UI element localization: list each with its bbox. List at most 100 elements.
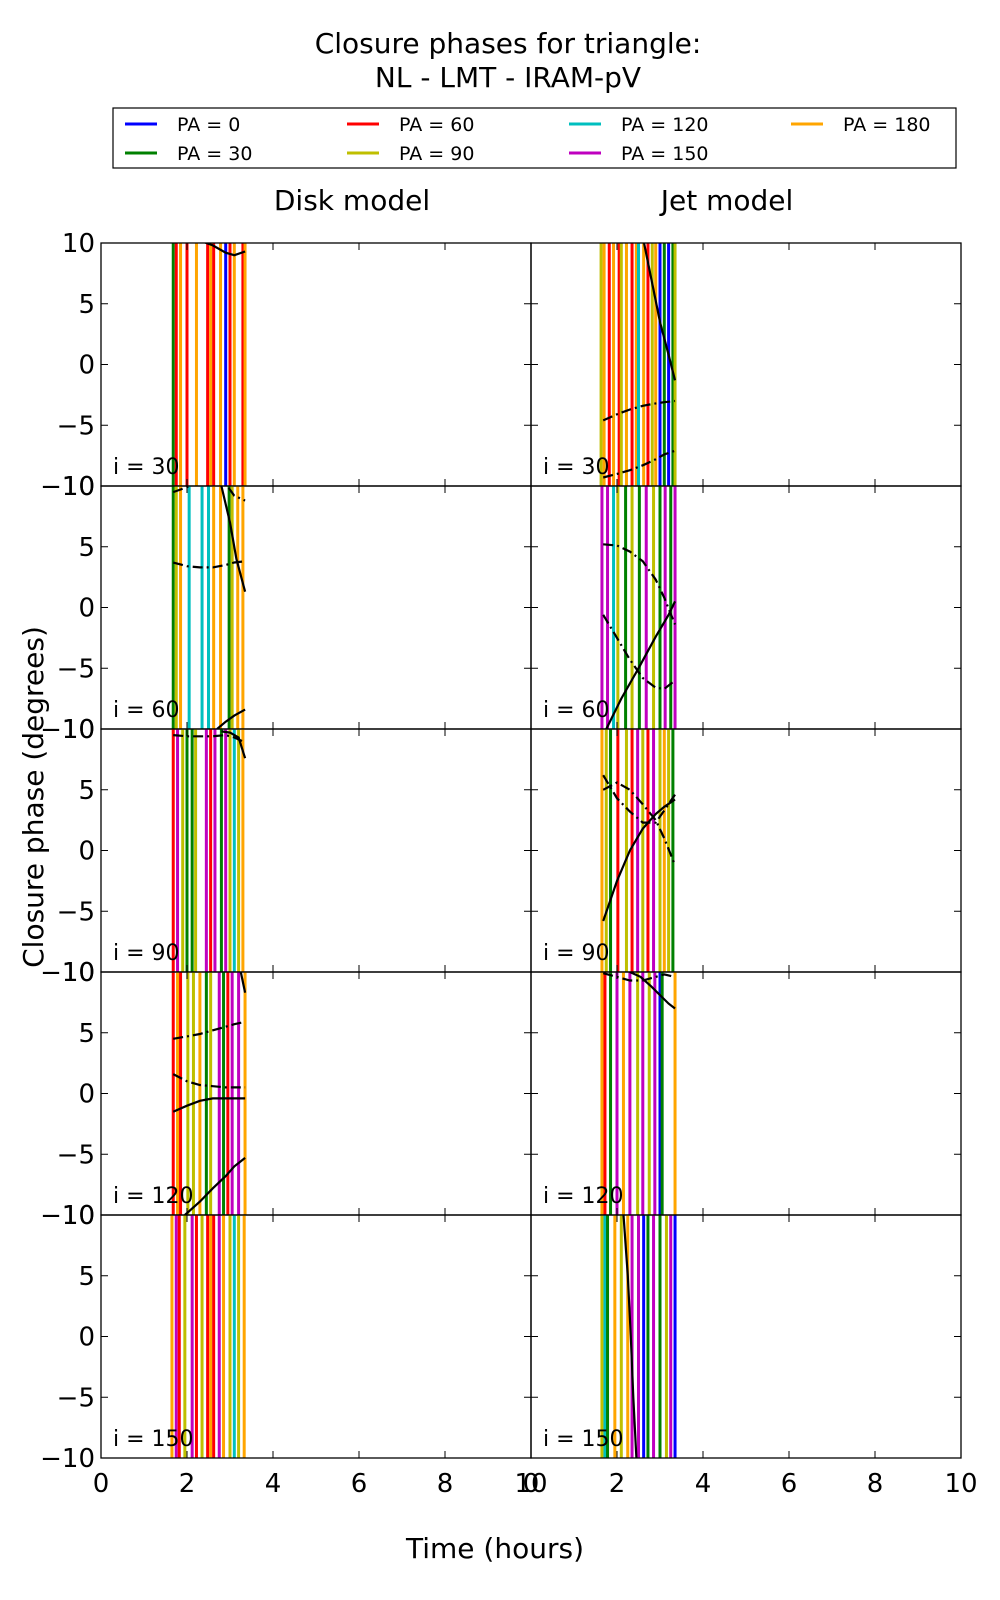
y-tick-label: −10 [40,715,95,745]
inclination-label: i = 150 [113,1427,194,1452]
closure-phase-curve [172,560,246,569]
closure-phase-curve [602,774,676,824]
axes-frame [100,971,532,1216]
inclination-label: i = 150 [543,1427,624,1452]
inclination-label: i = 90 [543,941,610,966]
legend: PA = 0 PA = 30 PA = 60 PA = 90 PA = 120 PA = … [112,107,957,169]
y-tick-label: 0 [78,1080,95,1110]
closure-phase-curve [173,733,246,744]
closure-phase-curve [605,600,676,729]
figure-title-line2: NL - LMT - IRAM-pV [375,61,641,94]
y-tick-label: −10 [40,1201,95,1231]
panel-jet-row1: i = 30 [530,242,962,487]
closure-phase-curve [629,972,676,1010]
legend-label: PA = 30 [177,143,252,165]
x-tick-label: 8 [867,1469,884,1499]
y-tick-label: −5 [57,411,95,441]
legend-label: PA = 180 [843,114,931,136]
closure-phase-curve [203,243,246,257]
x-tick-label: 2 [609,1469,626,1499]
y-tick-label: −10 [40,1444,95,1474]
y-tick-label: 10 [62,715,95,745]
column-title-jet: Jet model [659,184,794,217]
closure-phase-curve [642,243,677,381]
axes-frame [100,728,532,973]
y-tick-label: 0 [78,1323,95,1353]
closure-phase-curve [173,1020,246,1040]
y-tick-label: 10 [62,472,95,502]
y-tick-label: −10 [40,958,95,988]
y-axis-label: Closure phase (degrees) [17,626,50,968]
x-tick-label: 4 [265,1469,282,1499]
axes-frame [530,242,962,487]
column-title-disk: Disk model [274,184,430,217]
axes-frame [100,242,532,487]
legend-label: PA = 120 [621,114,709,136]
x-tick-label: 2 [179,1469,196,1499]
y-tick-label: −5 [57,897,95,927]
x-tick-label: 0 [523,1469,540,1499]
panel-jet-row5: 0 2 4 6 8 10 i = 150 [523,1214,978,1499]
y-tick-label: −5 [57,1140,95,1170]
panel-disk-row2: −10 −5 0 5 10 i = 60 [40,472,532,745]
inclination-label: i = 60 [113,698,180,723]
closure-phase-curve [603,543,677,625]
closure-phase-curve [602,798,676,922]
closure-phase-curve [602,399,676,422]
panel-jet-row2: i = 60 [530,485,962,730]
axes-frame [100,485,532,730]
panel-grid: −10 −5 0 5 10 i = 30 i = 30 −10 −5 0 5 10 i = 60 i = … [40,229,977,1499]
y-tick-label: 5 [78,533,95,563]
legend-label: PA = 60 [399,114,474,136]
x-tick-label: 6 [351,1469,368,1499]
panel-jet-row3: i = 90 [530,728,962,973]
inclination-label: i = 120 [113,1184,194,1209]
axes-frame [530,485,962,730]
axes-frame [100,1214,532,1459]
inclination-label: i = 90 [113,941,180,966]
closure-phase-curve [239,972,247,993]
legend-label: PA = 90 [399,143,474,165]
y-tick-label: 10 [62,1201,95,1231]
closure-phase-curve [216,708,246,729]
axes-frame [530,1214,962,1459]
y-tick-label: −5 [57,1383,95,1413]
inclination-label: i = 30 [113,455,180,480]
closure-phase-curve [602,449,676,479]
x-tick-label: 10 [514,1469,547,1499]
axes-frame [530,728,962,973]
x-tick-label: 6 [781,1469,798,1499]
panel-jet-row4: i = 120 [530,971,962,1216]
x-tick-label: 10 [944,1469,977,1499]
y-tick-label: 0 [78,351,95,381]
y-tick-label: 10 [62,958,95,988]
y-tick-label: −10 [40,472,95,502]
x-tick-label: 8 [437,1469,454,1499]
y-tick-label: −5 [57,654,95,684]
x-axis-label: Time (hours) [405,1532,584,1565]
x-tick-label: 4 [695,1469,712,1499]
closure-phase-curve [172,1097,246,1113]
panel-disk-row4: −10 −5 0 5 10 i = 120 [40,958,532,1231]
closure-phase-curve [602,781,677,866]
legend-label: PA = 150 [621,143,709,165]
legend-frame [112,107,957,169]
figure-title-line1: Closure phases for triangle: [315,27,702,60]
closure-phase-curve [221,730,247,759]
y-tick-label: 5 [78,776,95,806]
y-tick-label: 5 [78,1262,95,1292]
y-tick-label: 0 [78,594,95,624]
closure-phase-curve [172,1073,246,1089]
legend-label: PA = 0 [177,114,240,136]
x-tick-label: 0 [93,1469,110,1499]
inclination-label: i = 60 [543,698,610,723]
axes-frame [530,971,962,1216]
y-tick-label: 10 [62,229,95,259]
inclination-label: i = 30 [543,455,610,480]
y-tick-label: 5 [78,290,95,320]
inclination-label: i = 120 [543,1184,624,1209]
panel-disk-row3: −10 −5 0 5 10 i = 90 [40,715,532,988]
closure-phase-curve [622,1215,638,1458]
